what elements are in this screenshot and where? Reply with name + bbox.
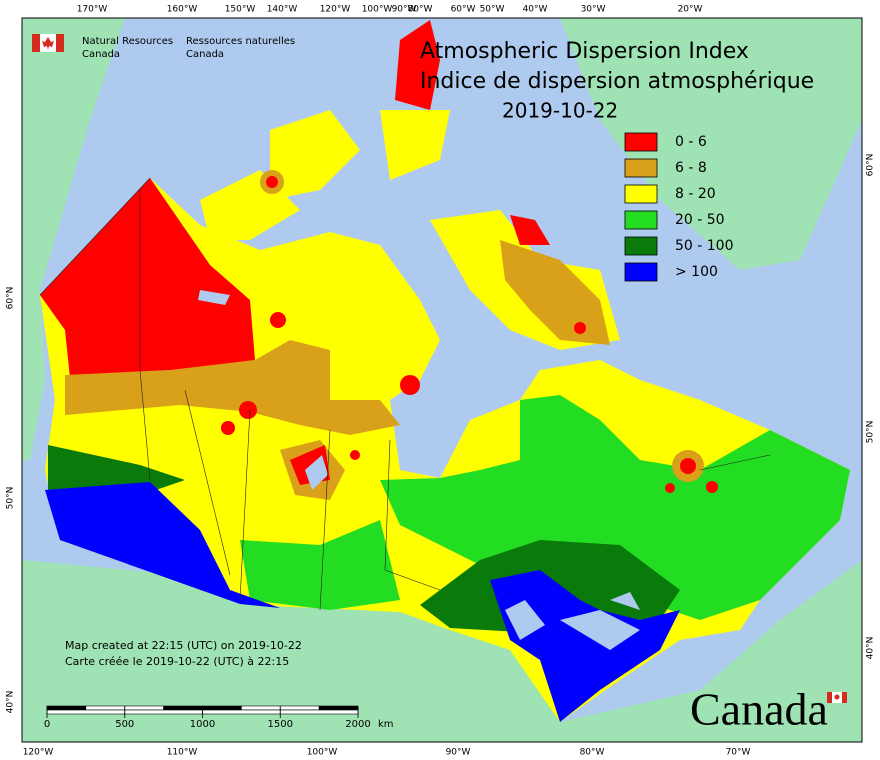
lon-label: 50°W	[480, 5, 505, 15]
lat-label: 60°N	[866, 154, 876, 177]
lon-label: 120°W	[23, 748, 54, 758]
dispersion-zones	[40, 20, 850, 722]
logo-text: Ressources naturelles	[186, 36, 295, 47]
legend-label: 6 - 8	[675, 160, 707, 176]
logo-text: Canada	[82, 49, 120, 60]
lon-label: 30°W	[581, 5, 606, 15]
scale-label: 2000	[345, 719, 370, 730]
lon-label: 140°W	[267, 5, 298, 15]
flag-band	[842, 692, 847, 703]
lon-label: 70°W	[726, 748, 751, 758]
maple-leaf	[42, 37, 54, 50]
date: 2019-10-22	[502, 99, 618, 123]
scale-segment	[279, 709, 359, 715]
lon-label: 20°W	[678, 5, 703, 15]
wordmark-text: Canada	[690, 684, 828, 735]
frame-labels: 170°W 160°W 150°W 140°W 120°W 100°W 90°W80°W 60…	[6, 5, 876, 758]
scale-label: 500	[115, 719, 134, 730]
title: Indice de dispersion atmosphérique	[420, 69, 814, 94]
lat-label: 40°N	[6, 691, 16, 714]
flag-band	[56, 34, 64, 52]
scale-segment	[46, 705, 87, 711]
flag-band	[827, 692, 832, 703]
lon-label: 170°W	[77, 5, 108, 15]
note: Map created at 22:15 (UTC) on 2019-10-22	[65, 639, 302, 652]
scale-label: 1500	[268, 719, 293, 730]
lon-label: 80°W	[580, 748, 605, 758]
scale-segment	[202, 705, 242, 711]
lon-label: 120°W	[320, 5, 351, 15]
scale-segment	[241, 705, 281, 711]
scale-segment	[279, 705, 320, 711]
scale-segment	[46, 709, 126, 715]
scale-segment	[124, 705, 164, 711]
lon-label: 90°W	[392, 5, 417, 15]
scale-segment	[85, 705, 126, 711]
flag-band	[32, 34, 40, 52]
lakes	[198, 290, 640, 650]
scale-bar: 0 500 1000 1500 2000 km	[44, 705, 394, 730]
scale-segment	[318, 705, 359, 711]
lat-label: 50°N	[866, 421, 876, 444]
wordmark: Canada	[690, 684, 847, 735]
legend-label: 50 - 100	[675, 238, 734, 254]
lat-label: 40°N	[866, 637, 876, 660]
lon-label: 160°W	[167, 5, 198, 15]
legend: 0 - 6 6 - 8 8 - 20 20 - 50 50 - 100 > 100	[624, 132, 734, 282]
logo-text: Canada	[186, 49, 224, 60]
legend-swatch	[624, 132, 658, 152]
legend-label: 20 - 50	[675, 212, 725, 228]
lon-label: 80°W	[408, 5, 433, 15]
lon-label: 150°W	[225, 5, 256, 15]
title: Atmospheric Dispersion Index	[420, 39, 749, 64]
legend-swatch	[624, 184, 658, 204]
legend-label: 0 - 6	[675, 134, 707, 150]
scale-label: 1000	[190, 719, 215, 730]
scale-label: 0	[44, 719, 50, 730]
lat-label: 50°N	[6, 487, 16, 510]
legend-swatch	[624, 262, 658, 282]
lon-label: 110°W	[167, 748, 198, 758]
legend-label: 8 - 20	[675, 186, 716, 202]
lon-label: 100°W	[307, 748, 338, 758]
lon-label: 60°W	[451, 5, 476, 15]
note: Carte créée le 2019-10-22 (UTC) à 22:15	[65, 655, 289, 668]
legend-swatch	[624, 236, 658, 256]
province-borders	[39, 177, 771, 611]
lat-label: 60°N	[6, 287, 16, 310]
map-frame	[21, 17, 863, 743]
legend-swatch	[624, 158, 658, 178]
land-other	[22, 18, 862, 742]
lon-label: 40°W	[523, 5, 548, 15]
lon-label: 100°W	[362, 5, 393, 15]
legend-swatch	[624, 210, 658, 230]
scale-segment	[124, 709, 203, 715]
logo-text: Natural Resources	[82, 36, 173, 47]
scale-unit: km	[378, 719, 394, 730]
logo: Natural Resources Canada Ressources natu…	[32, 34, 295, 60]
legend-label: > 100	[675, 264, 718, 280]
scale-segment	[163, 705, 203, 711]
scale-segment	[202, 709, 281, 715]
lon-label: 90°W	[446, 748, 471, 758]
maple-leaf	[834, 694, 840, 700]
